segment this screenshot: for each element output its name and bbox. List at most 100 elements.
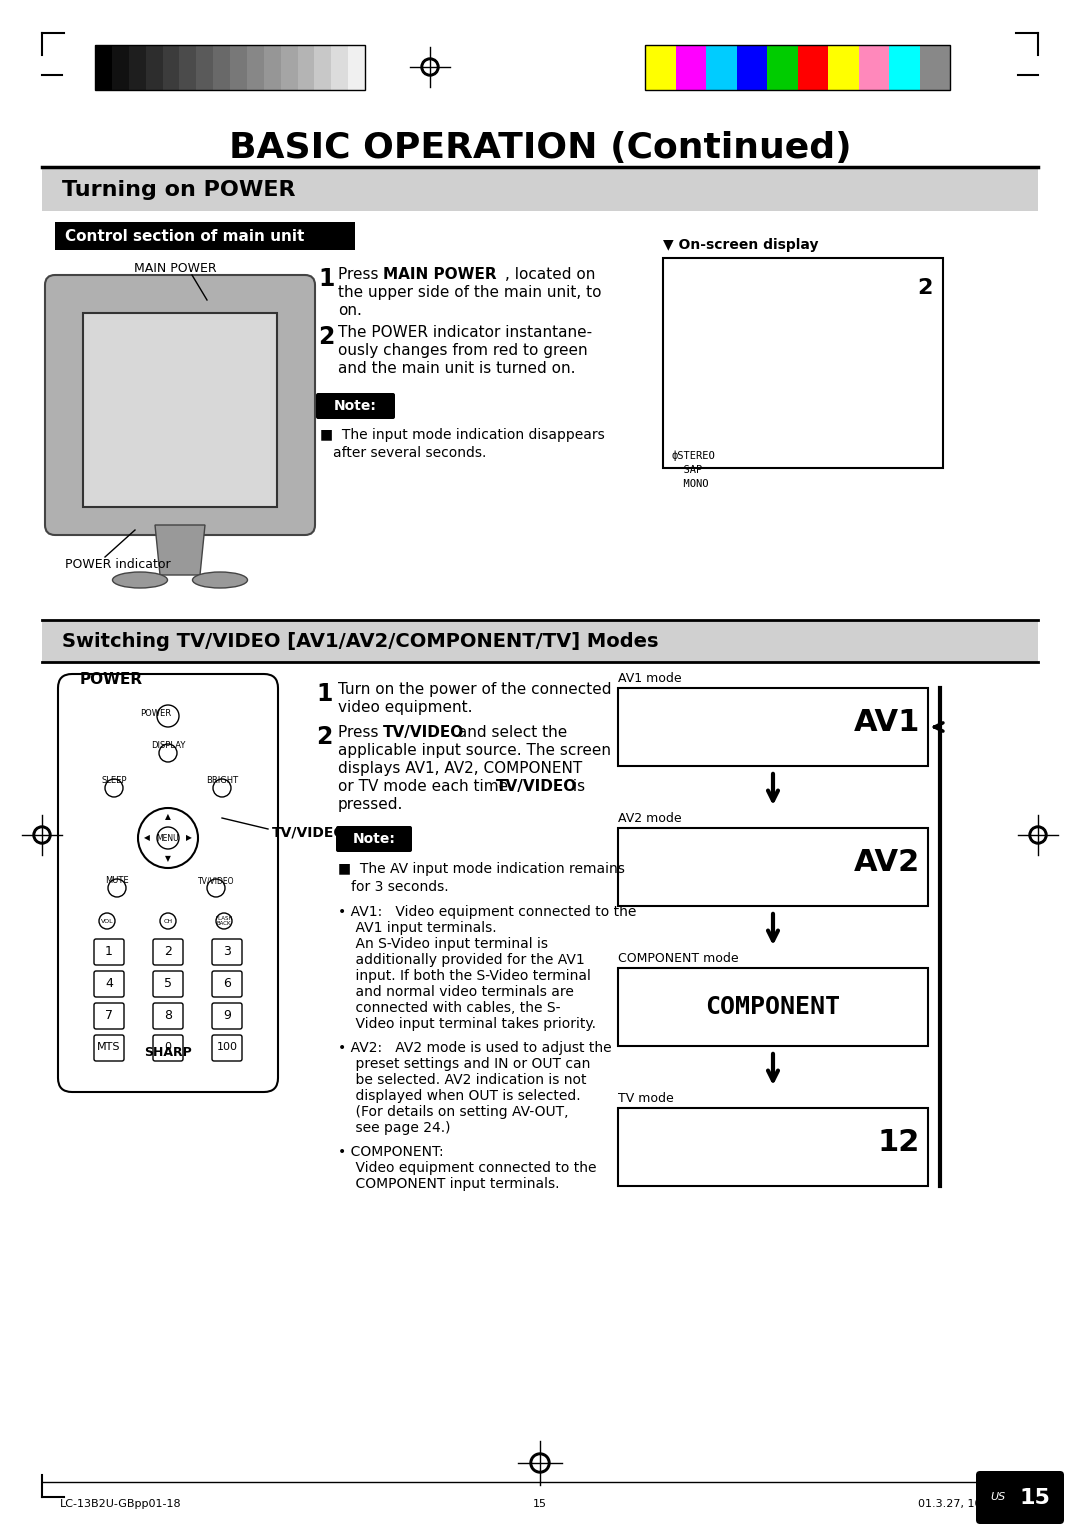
Text: • AV2:   AV2 mode is used to adjust the: • AV2: AV2 mode is used to adjust the [338,1041,611,1054]
Text: 15: 15 [534,1499,546,1510]
Text: AV1 mode: AV1 mode [618,672,681,685]
Text: FLASH
BACK: FLASH BACK [215,915,233,926]
Text: US: US [990,1493,1005,1502]
Circle shape [160,914,176,929]
Bar [83,313,276,507]
Text: and select the: and select the [453,724,567,740]
Text: 2: 2 [316,724,333,749]
Circle shape [528,1452,552,1475]
Circle shape [138,808,198,868]
Text: Video equipment connected to the: Video equipment connected to the [338,1161,596,1175]
Bar [348,44,365,90]
Circle shape [213,779,231,798]
Text: The POWER indicator instantane-: The POWER indicator instantane- [338,325,592,341]
Text: CH: CH [163,918,173,923]
Circle shape [33,827,51,843]
Circle shape [31,824,53,847]
Text: , located on: , located on [505,267,595,283]
Text: Note:: Note: [334,399,377,413]
Bar [42,620,1038,662]
Bar [797,44,828,90]
FancyBboxPatch shape [153,970,183,996]
Text: ▼ On-screen display: ▼ On-screen display [663,238,819,252]
Text: BASIC OPERATION (Continued): BASIC OPERATION (Continued) [229,131,851,165]
Text: 3: 3 [224,944,231,958]
Text: MAIN POWER: MAIN POWER [383,267,497,283]
Text: фSTEREO
  SAP
  MONO: фSTEREO SAP MONO [671,451,715,489]
Text: pressed.: pressed. [338,798,403,811]
Text: ▶: ▶ [186,833,192,842]
Text: AV2 mode: AV2 mode [618,811,681,825]
Text: 01.3.27, 10:38 AM: 01.3.27, 10:38 AM [918,1499,1020,1510]
Text: POWER: POWER [140,709,171,718]
Circle shape [99,914,114,929]
Text: 2: 2 [164,944,172,958]
Text: MENU: MENU [157,833,179,842]
Text: 2: 2 [918,278,933,298]
Bar [767,44,797,90]
Text: 2: 2 [318,325,335,348]
FancyBboxPatch shape [94,970,124,996]
Text: ously changes from red to green: ously changes from red to green [338,342,588,358]
Text: additionally provided for the AV1: additionally provided for the AV1 [338,953,584,967]
Circle shape [530,1453,550,1473]
Text: LC-13B2U-GBpp01-18: LC-13B2U-GBpp01-18 [60,1499,181,1510]
Text: COMPONENT mode: COMPONENT mode [618,952,739,966]
Text: Press: Press [338,267,383,283]
Circle shape [419,57,441,78]
Bar [129,44,146,90]
Text: BRIGHT: BRIGHT [206,776,238,785]
Bar [645,44,675,90]
Text: Video input terminal takes priority.: Video input terminal takes priority. [338,1018,596,1031]
Circle shape [216,914,232,929]
Bar [247,44,264,90]
Text: SHARP: SHARP [144,1047,192,1059]
Text: AV1 input terminals.: AV1 input terminals. [338,921,497,935]
Text: is: is [568,779,585,795]
Bar [919,44,950,90]
Text: ▲: ▲ [165,813,171,822]
FancyBboxPatch shape [94,1002,124,1028]
Bar [213,44,230,90]
Circle shape [1032,830,1044,840]
Bar [95,44,112,90]
Text: 0: 0 [164,1042,172,1051]
Bar [146,44,162,90]
Text: on.: on. [338,303,362,318]
FancyBboxPatch shape [316,393,395,419]
FancyBboxPatch shape [153,1034,183,1060]
Text: Turn on the power of the connected: Turn on the power of the connected [338,681,611,697]
FancyBboxPatch shape [212,1002,242,1028]
Bar [889,44,919,90]
Text: AV1: AV1 [853,707,920,736]
Text: 9: 9 [224,1008,231,1022]
Text: connected with cables, the S-: connected with cables, the S- [338,1001,561,1015]
Text: 6: 6 [224,976,231,990]
Text: Turning on POWER: Turning on POWER [62,180,296,200]
Bar [663,258,943,468]
Text: 1: 1 [105,944,113,958]
Circle shape [207,879,225,897]
FancyBboxPatch shape [94,940,124,966]
Ellipse shape [112,571,167,588]
FancyBboxPatch shape [212,940,242,966]
Text: video equipment.: video equipment. [338,700,473,715]
FancyBboxPatch shape [212,970,242,996]
Text: 1: 1 [316,681,333,706]
Text: COMPONENT input terminals.: COMPONENT input terminals. [338,1177,559,1190]
Text: be selected. AV2 indication is not: be selected. AV2 indication is not [338,1073,586,1086]
Bar [314,44,332,90]
Text: Note:: Note: [352,833,395,847]
Bar [281,44,297,90]
FancyBboxPatch shape [45,275,315,535]
Text: POWER: POWER [80,672,144,688]
Text: DISPLAY: DISPLAY [151,741,185,750]
Text: ▼: ▼ [165,854,171,863]
Text: SLEEP: SLEEP [102,776,126,785]
Text: 5: 5 [164,976,172,990]
FancyBboxPatch shape [212,1034,242,1060]
Bar [675,44,706,90]
Bar [297,44,314,90]
Bar [230,44,247,90]
Text: the upper side of the main unit, to: the upper side of the main unit, to [338,286,602,299]
